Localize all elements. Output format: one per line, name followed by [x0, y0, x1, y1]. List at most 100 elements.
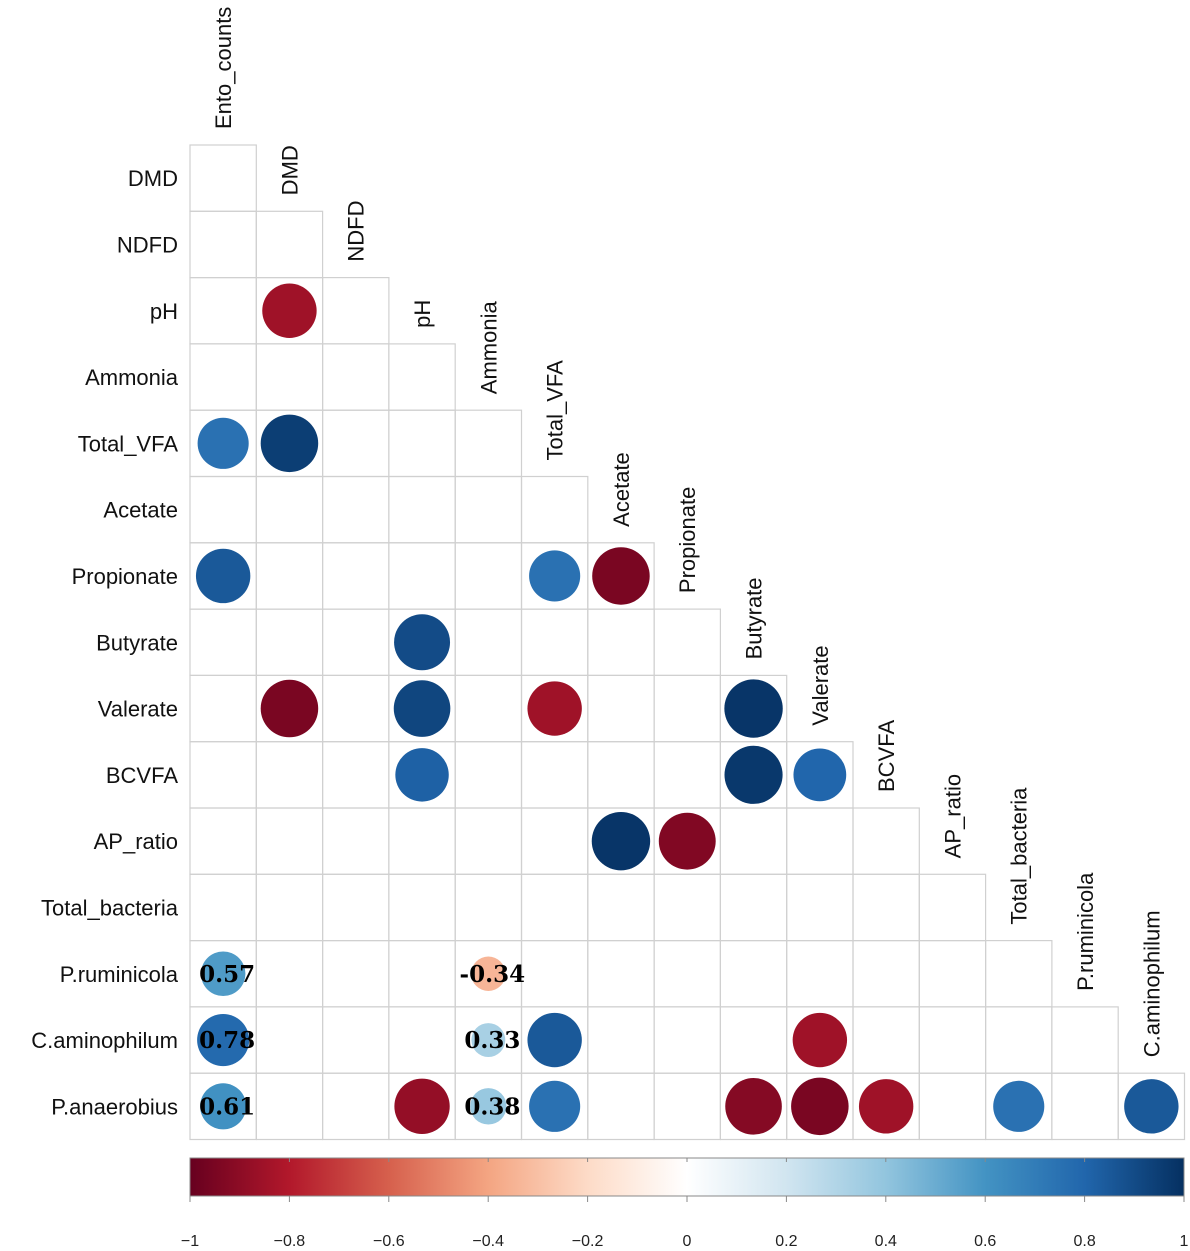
col-label-propionate: Propionate — [675, 487, 700, 593]
circle-ap-ratio-propionate — [658, 812, 716, 870]
colorbar-tick-label: 0.8 — [1073, 1233, 1095, 1250]
col-label-ndfd: NDFD — [344, 200, 369, 261]
circle-total-vfa-ento-counts — [197, 417, 249, 469]
grid-cell — [520, 873, 589, 942]
grid-cell — [322, 1006, 390, 1074]
grid-cell — [388, 939, 456, 1008]
grid-cell — [852, 807, 920, 875]
grid-cell — [984, 939, 1053, 1008]
grid-cell — [653, 939, 721, 1008]
grid-cell — [587, 674, 655, 743]
grid-cell — [322, 277, 390, 345]
circle-p-ruminicola-ento-counts — [200, 951, 246, 997]
value-label: -0.34 — [460, 961, 526, 988]
correlation-values: 0.57 -0.34 0.78 0.33 0.61 0.38 — [199, 961, 525, 1121]
circle-propionate-total-vfa — [529, 550, 581, 602]
grid-cell — [322, 674, 390, 743]
grid-cell — [322, 807, 390, 875]
value-label: 0.33 — [464, 1027, 520, 1054]
correlation-circles — [195, 283, 1179, 1136]
value-label: 0.38 — [464, 1093, 520, 1120]
circle-valerate-butyrate — [724, 679, 783, 738]
grid-cell — [388, 542, 456, 610]
grid-cell — [653, 873, 721, 942]
grid-cell — [255, 741, 324, 809]
grid-cell — [189, 807, 257, 875]
grid-cell — [918, 1072, 987, 1141]
grid-cell — [255, 1072, 324, 1141]
grid-cell — [255, 1006, 324, 1074]
grid-cell — [520, 807, 589, 875]
circle-p-anaerobius-total-vfa — [529, 1080, 581, 1132]
grid-cell — [719, 807, 788, 875]
col-label-acetate: Acetate — [609, 452, 634, 527]
grid-cell — [587, 1072, 655, 1141]
grid-cell — [255, 807, 324, 875]
colorbar-tick-label: −0.4 — [472, 1233, 504, 1250]
color-legend: −1 −0.8 −0.6 −0.4 −0.2 0 0.2 0.4 0.6 0.8 1 — [181, 1157, 1189, 1250]
grid-cell — [322, 873, 390, 942]
colorbar-tick-label: 0.6 — [974, 1233, 996, 1250]
col-label-ph: pH — [410, 300, 435, 328]
grid-cell — [918, 1006, 987, 1074]
grid-cell — [189, 277, 257, 345]
circle-p-anaerobius-bcvfa — [858, 1079, 914, 1134]
grid-cell — [454, 608, 523, 676]
colorbar-tick-label: 0.4 — [875, 1233, 897, 1250]
circle-p-anaerobius-ammonia — [470, 1088, 507, 1125]
circle-butyrate-ph — [394, 614, 451, 671]
grid-cell — [388, 807, 456, 875]
col-label-total-bacteria: Total_bacteria — [1007, 787, 1032, 925]
colorbar-tick-label: −0.6 — [373, 1233, 405, 1250]
grid-cell — [918, 873, 987, 942]
grid-cell — [719, 939, 788, 1008]
grid-cell — [189, 741, 257, 809]
circle-ph-dmd — [262, 283, 317, 338]
row-label-butyrate: Butyrate — [96, 630, 178, 655]
grid-cell — [719, 1006, 788, 1074]
grid-cell — [388, 475, 456, 544]
grid-cell — [520, 939, 589, 1008]
grid-cell — [1117, 1072, 1186, 1141]
col-label-valerate: Valerate — [808, 645, 833, 725]
grid-cell — [454, 873, 523, 942]
row-label-dmd: DMD — [128, 166, 178, 191]
value-label: 0.57 — [199, 961, 255, 988]
grid-cell — [454, 475, 523, 544]
row-label-bcvfa: BCVFA — [106, 763, 178, 788]
grid-cell — [852, 873, 920, 942]
grid-cell — [520, 741, 589, 809]
row-label-total-bacteria: Total_bacteria — [41, 895, 179, 920]
grid-cell — [322, 343, 390, 411]
circle-p-ruminicola-ammonia — [471, 956, 506, 991]
row-label-acetate: Acetate — [103, 498, 178, 523]
colorbar-tick-label: −0.8 — [274, 1233, 306, 1250]
row-label-ammonia: Ammonia — [85, 365, 179, 390]
grid-cell — [189, 608, 257, 676]
grid-cell — [918, 939, 987, 1008]
circle-p-anaerobius-ento-counts — [200, 1083, 247, 1130]
column-labels: Ento_counts DMD NDFD pH Ammonia Total_VFA Acet… — [211, 7, 1164, 1058]
grid-cell — [587, 1006, 655, 1074]
circle-c-aminophilum-total-vfa — [527, 1012, 582, 1068]
grid-cell — [454, 409, 523, 478]
grid-cell — [322, 741, 390, 809]
value-label: 0.78 — [199, 1027, 255, 1054]
col-label-ap-ratio: AP_ratio — [940, 774, 965, 858]
grid-cell — [255, 608, 324, 676]
col-label-ammonia: Ammonia — [476, 301, 501, 395]
grid-cell — [322, 409, 390, 478]
grid-cell — [255, 210, 324, 279]
circle-ap-ratio-acetate — [591, 811, 651, 871]
colorbar-tick-label: 0.2 — [775, 1233, 797, 1250]
grid-cell — [520, 608, 589, 676]
row-label-c-aminophilum: C.aminophilum — [31, 1028, 178, 1053]
grid-cell — [189, 674, 257, 743]
grid-cell — [388, 343, 456, 411]
circle-p-anaerobius-butyrate — [725, 1078, 782, 1135]
circle-bcvfa-valerate — [793, 748, 847, 802]
col-label-c-aminophilum: C.aminophilum — [1139, 910, 1164, 1057]
grid-cell — [587, 608, 655, 676]
colorbar-tick-label: −1 — [181, 1233, 199, 1250]
